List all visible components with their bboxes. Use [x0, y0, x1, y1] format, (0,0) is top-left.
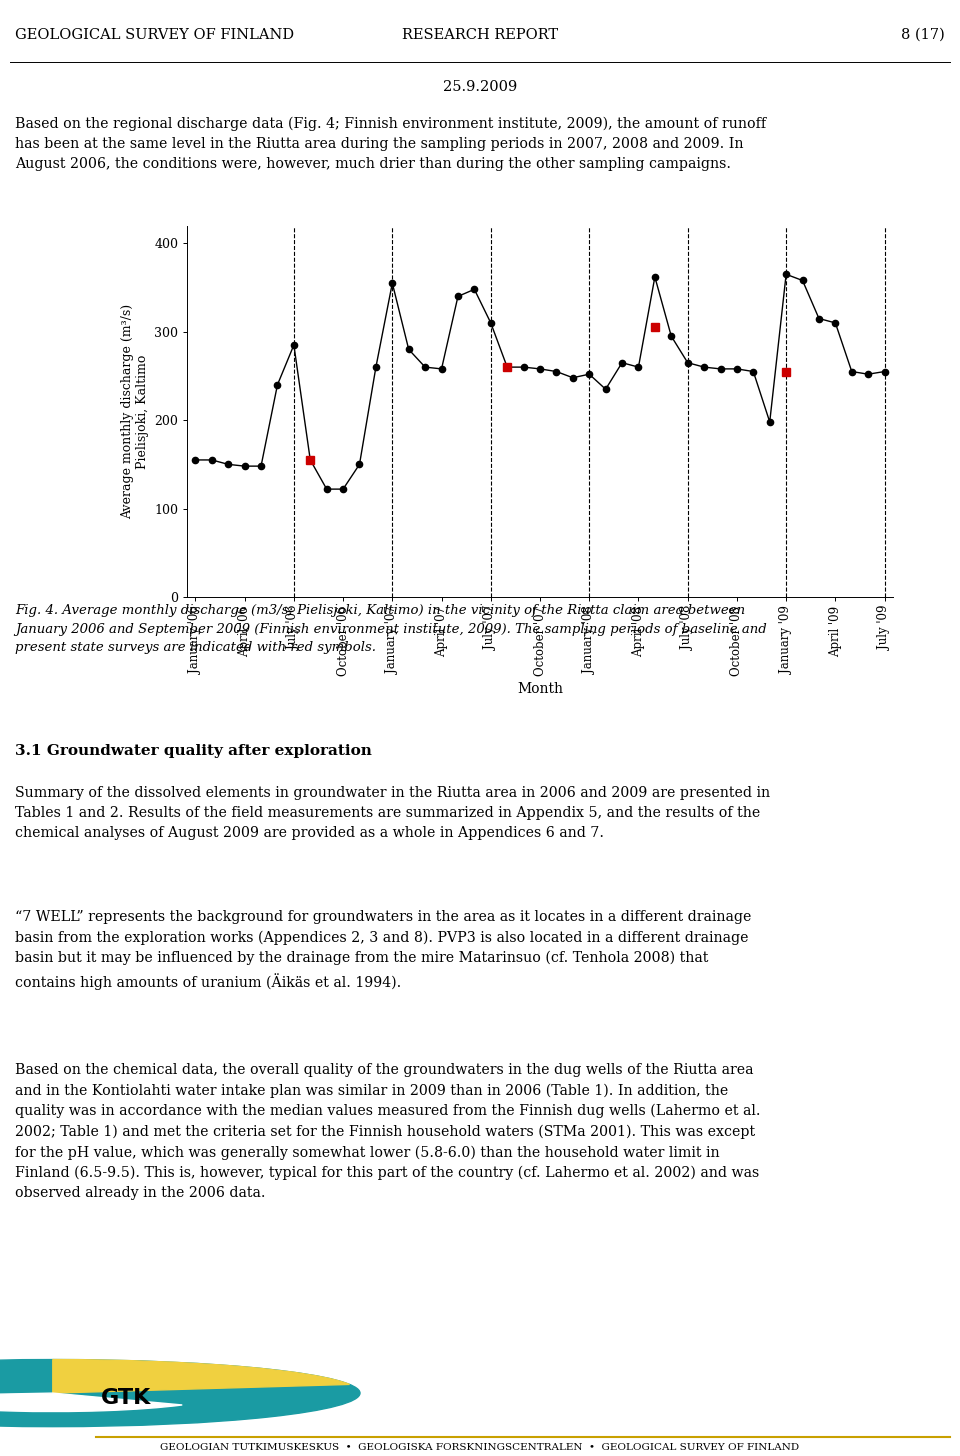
Text: 3.1 Groundwater quality after exploration: 3.1 Groundwater quality after exploratio…: [15, 744, 372, 757]
Wedge shape: [53, 1360, 349, 1393]
Text: Based on the regional discharge data (Fig. 4; Finnish environment institute, 200: Based on the regional discharge data (Fi…: [15, 116, 766, 170]
Wedge shape: [0, 1393, 182, 1411]
Y-axis label: Average monthly discharge (m³/s)
Pielisjoki, Kaltimo: Average monthly discharge (m³/s) Pielisj…: [121, 304, 149, 518]
Text: “7 WELL” represents the background for groundwaters in the area as it locates in: “7 WELL” represents the background for g…: [15, 910, 752, 990]
Text: RESEARCH REPORT: RESEARCH REPORT: [402, 28, 558, 42]
Text: Fig. 4. Average monthly discharge (m3/s; Pielisjoki, Kaltimo) in the vicinity of: Fig. 4. Average monthly discharge (m3/s;…: [15, 604, 767, 654]
Circle shape: [0, 1360, 360, 1427]
Text: 25.9.2009: 25.9.2009: [443, 80, 517, 95]
Text: GEOLOGIAN TUTKIMUSKESKUS  •  GEOLOGISKA FORSKNINGSCENTRALEN  •  GEOLOGICAL SURVE: GEOLOGIAN TUTKIMUSKESKUS • GEOLOGISKA FO…: [160, 1443, 800, 1452]
Text: Based on the chemical data, the overall quality of the groundwaters in the dug w: Based on the chemical data, the overall …: [15, 1063, 761, 1200]
Text: GEOLOGICAL SURVEY OF FINLAND: GEOLOGICAL SURVEY OF FINLAND: [15, 28, 295, 42]
X-axis label: Month: Month: [517, 681, 563, 696]
Text: 8 (17): 8 (17): [900, 28, 945, 42]
Text: Summary of the dissolved elements in groundwater in the Riutta area in 2006 and : Summary of the dissolved elements in gro…: [15, 786, 771, 840]
Text: GTK: GTK: [101, 1389, 151, 1408]
